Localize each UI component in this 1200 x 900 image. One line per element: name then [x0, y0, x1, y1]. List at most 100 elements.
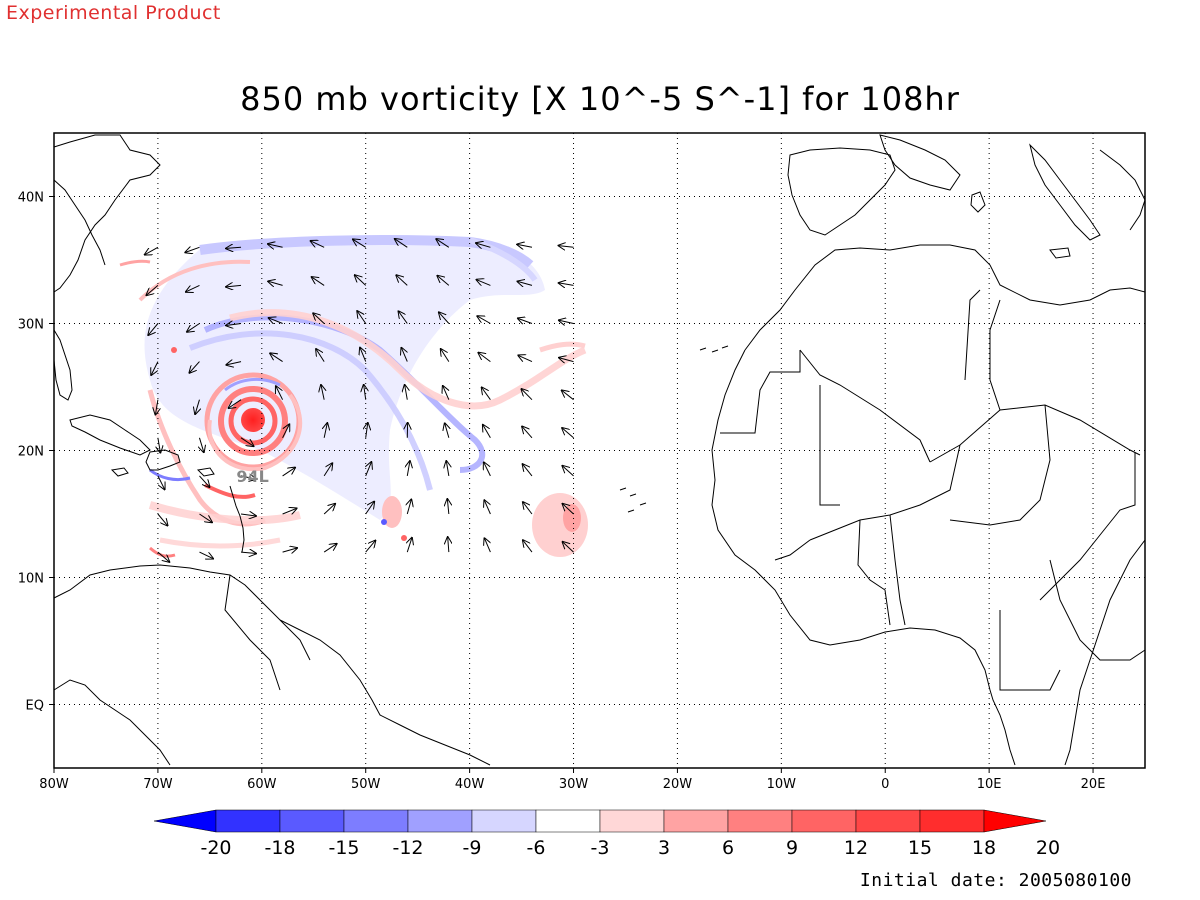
- wind-arrow: [148, 323, 159, 336]
- wind-arrow: [523, 540, 533, 553]
- border-6: [809, 444, 961, 541]
- wind-arrow: [186, 284, 200, 291]
- coastline-balkans: [1099, 149, 1146, 231]
- lon-tick-label: 10W: [767, 777, 797, 792]
- vorticity-band-blue-north: [199, 235, 534, 269]
- colorbar-arrow-min: [153, 809, 217, 833]
- wind-arrow: [562, 466, 574, 477]
- wind-arrow: [366, 462, 372, 477]
- wind-arrow: [407, 538, 412, 553]
- wind-arrow: [282, 468, 295, 477]
- experimental-product-label: Experimental Product: [6, 2, 221, 24]
- coastline-cape-verde: [619, 487, 647, 513]
- wind-arrow: [158, 437, 160, 453]
- wind-arrow: [517, 244, 533, 247]
- wind-arrow: [563, 542, 574, 553]
- border-3: [819, 385, 840, 506]
- wind-arrow: [366, 423, 368, 438]
- coastline-jamaica: [110, 467, 129, 477]
- lon-tick-label: 60W: [247, 777, 277, 792]
- wind-arrow: [364, 385, 366, 400]
- vorticity-band-blue-arc2: [188, 330, 433, 491]
- colorbar-box: [535, 809, 601, 833]
- wind-arrow: [446, 461, 448, 476]
- coastline-puerto-rico: [196, 467, 215, 477]
- wind-arrow: [365, 502, 374, 515]
- lon-tick-label: 0: [881, 777, 889, 792]
- wind-arrow: [405, 385, 408, 400]
- storm-spiral-blue: [224, 377, 281, 392]
- lat-tick-label: 20N: [18, 445, 44, 460]
- wind-arrow: [240, 437, 253, 446]
- wind-arrow: [484, 538, 490, 553]
- border-5: [989, 299, 1001, 411]
- colorbar-box: [663, 809, 729, 833]
- wind-arrow: [321, 385, 324, 400]
- wind-arrow: [521, 389, 533, 401]
- lon-tick-label: 50W: [351, 777, 381, 792]
- wind-arrow: [482, 387, 491, 400]
- wind-arrow: [478, 353, 491, 363]
- wind-arrow: [276, 386, 284, 400]
- wind-arrow: [407, 461, 410, 476]
- colorbar-arrow-max: [983, 809, 1047, 833]
- wind-arrow: [312, 277, 325, 286]
- wind-arrow: [448, 537, 449, 553]
- vorticity-region-north: [144, 237, 546, 520]
- storm-core: [241, 408, 265, 432]
- colorbar-label: 6: [722, 837, 734, 859]
- wind-arrow: [240, 476, 256, 479]
- wind-arrow: [365, 541, 376, 553]
- wind-arrow: [357, 311, 367, 324]
- wind-arrow: [187, 323, 200, 332]
- coastline-sicily: [1049, 247, 1071, 259]
- vorticity-field: [119, 235, 588, 558]
- wind-arrow: [323, 504, 335, 515]
- coastline-iberia: [787, 147, 896, 236]
- wind-arrow: [401, 348, 407, 362]
- border-sa-2: [279, 619, 311, 661]
- coastline-italy: [1029, 143, 1101, 241]
- wind-arrow: [270, 353, 283, 363]
- wind-arrow: [157, 551, 169, 562]
- wind-arrow: [559, 320, 574, 323]
- wind-arrow: [407, 500, 411, 515]
- wind-arrow: [447, 499, 448, 515]
- wind-arrow: [563, 504, 574, 515]
- wind-arrow: [195, 399, 199, 414]
- colorbar-label: -6: [527, 837, 546, 859]
- map-title: 850 mb vorticity [X 10^-5 S^-1] for 108h…: [240, 80, 960, 118]
- vorticity-dot-1: [381, 519, 387, 525]
- coastline-west-africa: [711, 349, 1016, 766]
- colorbar-box: [215, 809, 281, 833]
- wind-arrow: [483, 425, 491, 439]
- colorbar-box: [279, 809, 345, 833]
- border-sa-1: [224, 574, 281, 691]
- colorbar-box: [599, 809, 665, 833]
- wind-arrow: [151, 361, 159, 375]
- colorbar-box: [727, 809, 793, 833]
- colorbar-label: -15: [328, 837, 359, 859]
- colorbar-label: -9: [463, 837, 482, 859]
- vorticity-streak-2: [149, 546, 176, 558]
- wind-arrow: [353, 239, 366, 248]
- colorbar-label: 9: [786, 837, 798, 859]
- wind-arrow: [323, 544, 336, 553]
- coastline-lesser-antilles: [229, 485, 245, 553]
- coastline-east-africa: [1064, 539, 1146, 766]
- coastline-sardinia: [970, 191, 986, 213]
- vorticity-blob-mid: [382, 496, 402, 528]
- border-8: [1039, 452, 1136, 601]
- vorticity-streak-1: [119, 259, 151, 267]
- wind-arrow: [268, 244, 283, 247]
- lat-tick-label: 10N: [18, 572, 44, 587]
- wind-arrow: [282, 424, 290, 439]
- wind-arrow: [155, 399, 157, 415]
- wind-arrow: [559, 246, 574, 248]
- vorticity-dot-3: [171, 347, 177, 353]
- colorbar-label: 12: [844, 837, 868, 859]
- coastline-hispaniola: [145, 449, 181, 471]
- wind-arrow: [313, 313, 325, 324]
- wind-arrow: [436, 239, 450, 248]
- border-12: [1049, 559, 1146, 661]
